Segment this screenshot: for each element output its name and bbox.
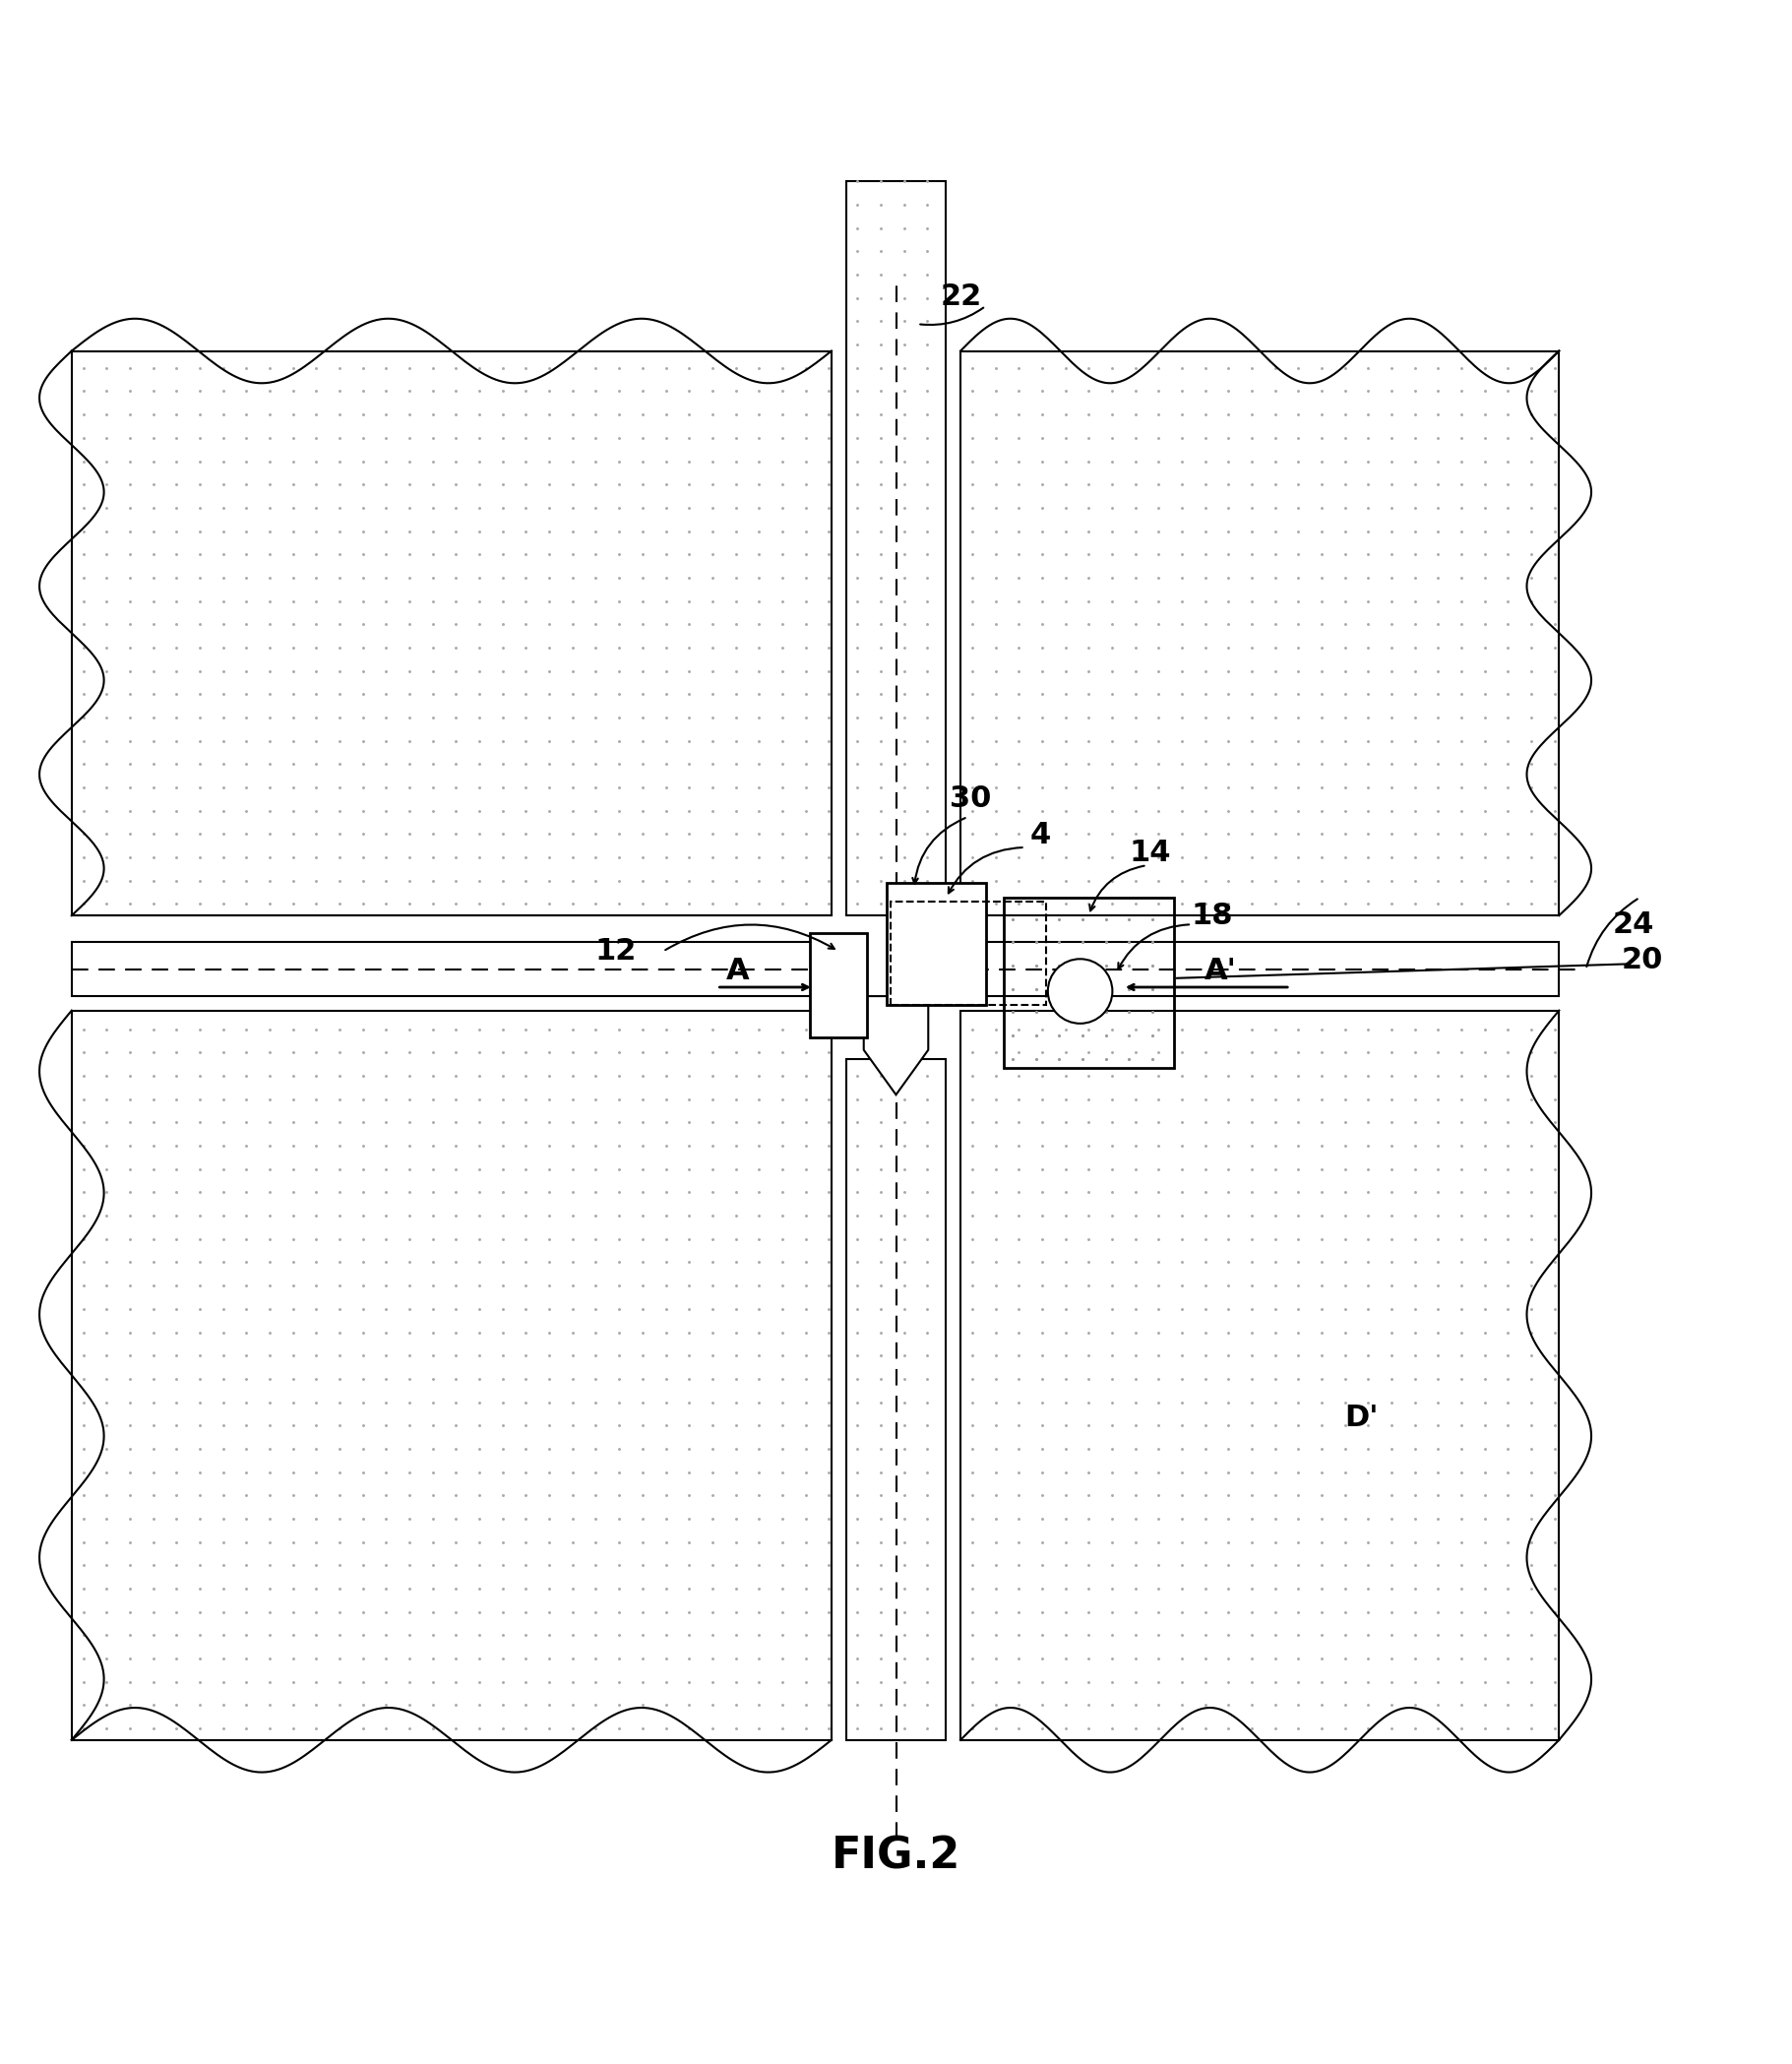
Text: 22: 22 (941, 283, 982, 312)
Text: 18: 18 (1192, 902, 1233, 929)
Bar (887, 883, 986, 1005)
Bar (846, 182, 946, 916)
Polygon shape (864, 997, 928, 1094)
Text: A: A (726, 958, 749, 985)
Text: 4: 4 (1030, 821, 1052, 848)
Polygon shape (72, 1011, 831, 1740)
Bar (846, 1059, 946, 1740)
Polygon shape (961, 351, 1559, 916)
Text: A': A' (1204, 958, 1236, 985)
Bar (72, 943, 846, 997)
Circle shape (1048, 960, 1113, 1024)
Text: 24: 24 (1613, 910, 1654, 939)
Polygon shape (72, 351, 831, 916)
Bar (946, 943, 1559, 997)
Text: 20: 20 (1622, 945, 1663, 974)
Bar (1004, 898, 1174, 1067)
Bar (891, 902, 1047, 1005)
Bar (810, 933, 867, 1038)
Text: 30: 30 (950, 784, 991, 813)
Text: FIG.2: FIG.2 (831, 1835, 961, 1878)
Text: D': D' (1346, 1404, 1378, 1432)
Text: 14: 14 (1129, 838, 1170, 867)
Polygon shape (961, 1011, 1559, 1740)
Text: 12: 12 (595, 937, 636, 966)
